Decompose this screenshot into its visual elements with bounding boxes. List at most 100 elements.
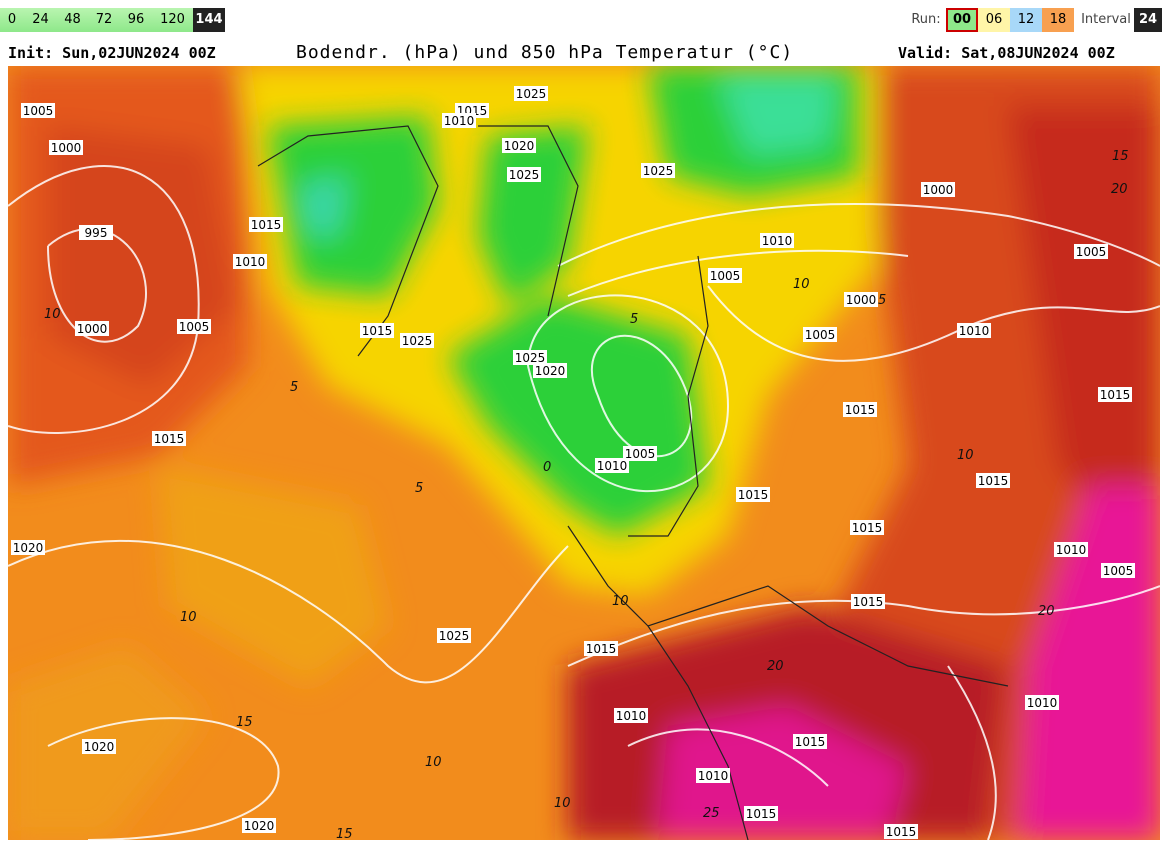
isobar-label-box bbox=[1074, 244, 1108, 259]
isobar-label: 1015 bbox=[853, 595, 884, 609]
isobar-label: 1015 bbox=[845, 403, 876, 417]
isobar-label: 1015 bbox=[251, 218, 282, 232]
forecast-hour-button[interactable]: 48 bbox=[57, 8, 88, 32]
isobar-label-box bbox=[760, 233, 794, 248]
isobar-label-box bbox=[1054, 542, 1088, 557]
isobar-label: 1025 bbox=[643, 164, 674, 178]
temperature-label: 10 bbox=[425, 755, 442, 770]
forecast-hour-button[interactable]: 144 bbox=[193, 8, 225, 32]
temperature-label: 15 bbox=[1112, 149, 1129, 164]
isobar-label-box bbox=[851, 594, 885, 609]
temperature-label: 10 bbox=[554, 796, 571, 811]
temperature-label: 20 bbox=[1111, 182, 1128, 197]
isobar-label: 1025 bbox=[439, 629, 470, 643]
isobar-label-box bbox=[152, 431, 186, 446]
isobar-label-box bbox=[957, 323, 991, 338]
temperature-label: 10 bbox=[793, 277, 810, 292]
isobar-label-box bbox=[233, 254, 267, 269]
isobar-label: 1010 bbox=[597, 459, 628, 473]
valid-time: Valid: Sat,08JUN2024 00Z bbox=[898, 44, 1115, 62]
isobar-label: 1005 bbox=[1103, 564, 1134, 578]
isobar-label-box bbox=[803, 327, 837, 342]
interval-value[interactable]: 24 bbox=[1134, 8, 1162, 32]
isobar-label: 1015 bbox=[362, 324, 393, 338]
isobar-label: 1015 bbox=[852, 521, 883, 535]
isobar-label: 1010 bbox=[1027, 696, 1058, 710]
isobar-label: 1010 bbox=[1056, 543, 1087, 557]
isobar-label: 1025 bbox=[516, 87, 547, 101]
isobar-label: 1015 bbox=[978, 474, 1009, 488]
isobar-label: 1015 bbox=[746, 807, 777, 821]
isobar-label: 1010 bbox=[444, 114, 475, 128]
forecast-hour-button[interactable]: 24 bbox=[24, 8, 57, 32]
isobar-label: 1005 bbox=[1076, 245, 1107, 259]
forecast-hour-button[interactable]: 72 bbox=[88, 8, 120, 32]
isobar-label-box bbox=[623, 446, 657, 461]
run-button[interactable]: 18 bbox=[1042, 8, 1074, 32]
isobar-label: 1020 bbox=[13, 541, 44, 555]
isobar-label: 1020 bbox=[504, 139, 535, 153]
isobar-label-box bbox=[442, 113, 476, 128]
isobar-label-box bbox=[242, 818, 276, 833]
isobar-label: 1005 bbox=[179, 320, 210, 334]
forecast-hour-button[interactable]: 120 bbox=[152, 8, 193, 32]
isobar-label: 1015 bbox=[886, 825, 917, 839]
isobar-label: 1005 bbox=[23, 104, 54, 118]
forecast-hour-button[interactable]: 96 bbox=[120, 8, 152, 32]
temperature-label: 10 bbox=[957, 448, 974, 463]
isobar-label: 1025 bbox=[515, 351, 546, 365]
isobar-label-box bbox=[79, 225, 113, 240]
isobar-label: 1025 bbox=[402, 334, 433, 348]
forecast-hour-button[interactable]: 0 bbox=[0, 8, 24, 32]
isobar-label: 1005 bbox=[805, 328, 836, 342]
coastlines bbox=[257, 125, 1009, 840]
isobar-label-box bbox=[177, 319, 211, 334]
isobar-label-box bbox=[400, 333, 434, 348]
isobar-label: 995 bbox=[85, 226, 108, 240]
temperature-label: 5 bbox=[415, 481, 423, 496]
temperature-label: 15 bbox=[236, 715, 253, 730]
isobar-label-box bbox=[793, 734, 827, 749]
temperature-label: 0 bbox=[543, 460, 551, 475]
isobar-label-box bbox=[976, 473, 1010, 488]
isobar-label-box bbox=[360, 323, 394, 338]
run-button[interactable]: 12 bbox=[1010, 8, 1042, 32]
isobar-label-box bbox=[843, 402, 877, 417]
isobar-lines bbox=[8, 165, 1160, 840]
isobar-label: 1000 bbox=[51, 141, 82, 155]
isobar-label-box bbox=[11, 540, 45, 555]
temperature-label: 10 bbox=[612, 594, 629, 609]
isobar-label-box bbox=[884, 824, 918, 839]
isobar-label: 1015 bbox=[1100, 388, 1131, 402]
isobar-label: 1010 bbox=[698, 769, 729, 783]
isobar-label-box bbox=[49, 140, 83, 155]
isobar-label-box bbox=[921, 182, 955, 197]
isobar-label: 1000 bbox=[77, 322, 108, 336]
isobar-label: 1015 bbox=[154, 432, 185, 446]
isobar-label-box bbox=[708, 268, 742, 283]
isobar-label-box bbox=[437, 628, 471, 643]
temperature-label: 20 bbox=[767, 659, 784, 674]
isobar-label-box bbox=[1101, 563, 1135, 578]
isobar-label: 1010 bbox=[762, 234, 793, 248]
isobar-label-box bbox=[513, 350, 547, 365]
isobar-label-box bbox=[533, 363, 567, 378]
isobar-label-box bbox=[82, 739, 116, 754]
run-button[interactable]: 06 bbox=[978, 8, 1010, 32]
isobar-label-box bbox=[736, 487, 770, 502]
isobar-label-box bbox=[1098, 387, 1132, 402]
map-title: Bodendr. (hPa) und 850 hPa Temperatur (°… bbox=[296, 42, 794, 63]
isobar-label-box bbox=[744, 806, 778, 821]
isobar-label-box bbox=[1025, 695, 1059, 710]
isobar-label-box bbox=[584, 641, 618, 656]
isobar-label: 1000 bbox=[923, 183, 954, 197]
isobar-label-box bbox=[514, 86, 548, 101]
map-header: Init: Sun,02JUN2024 00Z Bodendr. (hPa) u… bbox=[0, 42, 1163, 66]
isobar-label: 1005 bbox=[625, 447, 656, 461]
run-button[interactable]: 00 bbox=[946, 8, 978, 32]
temperature-label: 25 bbox=[703, 806, 720, 821]
isobar-label-box bbox=[696, 768, 730, 783]
isobar-label: 1010 bbox=[959, 324, 990, 338]
temperature-label: 10 bbox=[44, 307, 61, 322]
